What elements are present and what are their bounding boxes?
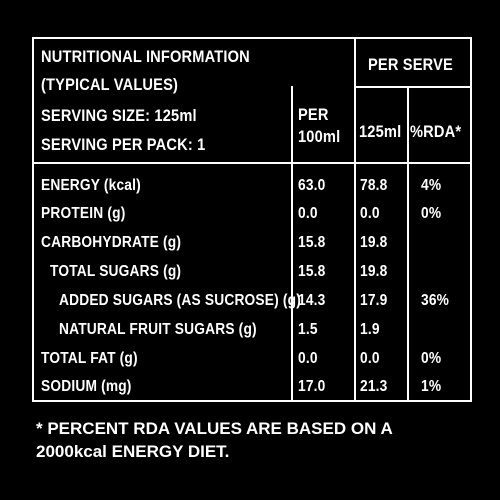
row-per100: 17.0	[298, 378, 326, 395]
col-divider-2	[354, 37, 356, 402]
col-rda-heading: %RDA*	[410, 122, 462, 141]
title-line-1: NUTRITIONAL INFORMATION	[41, 47, 250, 66]
table-frame	[32, 37, 472, 402]
row-per125: 21.3	[360, 378, 388, 395]
row-label: TOTAL FAT (g)	[41, 350, 138, 367]
row-label: CARBOHYDRATE (g)	[41, 234, 182, 251]
row-rda: 0%	[421, 205, 442, 222]
row-per125: 1.9	[360, 321, 380, 338]
per-serve-heading: PER SERVE	[368, 55, 453, 74]
row-per125: 0.0	[360, 205, 380, 222]
title-line-2: (TYPICAL VALUES)	[41, 75, 179, 94]
row-rda: 4%	[421, 177, 442, 194]
row-rda: 36%	[421, 292, 450, 309]
col-divider-1	[291, 86, 293, 402]
row-per100: 15.8	[298, 263, 326, 280]
row-per125: 0.0	[360, 350, 380, 367]
serving-per-pack: SERVING PER PACK: 1	[41, 135, 206, 154]
row-per125: 19.8	[360, 234, 388, 251]
row-per100: 1.5	[298, 321, 318, 338]
row-label: ENERGY (kcal)	[41, 177, 141, 194]
row-per125: 78.8	[360, 177, 388, 194]
row-label: SODIUM (mg)	[41, 378, 132, 395]
row-per100: 63.0	[298, 177, 326, 194]
per-serve-divider	[354, 86, 472, 88]
row-label: TOTAL SUGARS (g)	[50, 263, 182, 280]
row-per100: 14.3	[298, 292, 326, 309]
row-per100: 15.8	[298, 234, 326, 251]
row-per125: 17.9	[360, 292, 388, 309]
row-label: ADDED SUGARS (AS SUCROSE) (g)	[59, 292, 301, 309]
col-125-heading: 125ml	[359, 122, 402, 141]
col-per-100-unit: 100ml	[298, 127, 341, 146]
row-label: NATURAL FRUIT SUGARS (g)	[59, 321, 257, 338]
row-rda: 0%	[421, 350, 442, 367]
col-per-100-heading: PER	[298, 105, 329, 124]
serving-size: SERVING SIZE: 125ml	[41, 106, 197, 125]
nutrition-label: NUTRITIONAL INFORMATION (TYPICAL VALUES)…	[32, 37, 472, 487]
row-label: PROTEIN (g)	[41, 205, 126, 222]
row-per100: 0.0	[298, 205, 318, 222]
row-rda: 1%	[421, 378, 442, 395]
row-per100: 0.0	[298, 350, 318, 367]
row-per125: 19.8	[360, 263, 388, 280]
col-divider-3	[407, 86, 409, 402]
rda-footnote: * PERCENT RDA VALUES ARE BASED ON A 2000…	[36, 419, 393, 461]
header-divider	[32, 162, 472, 164]
